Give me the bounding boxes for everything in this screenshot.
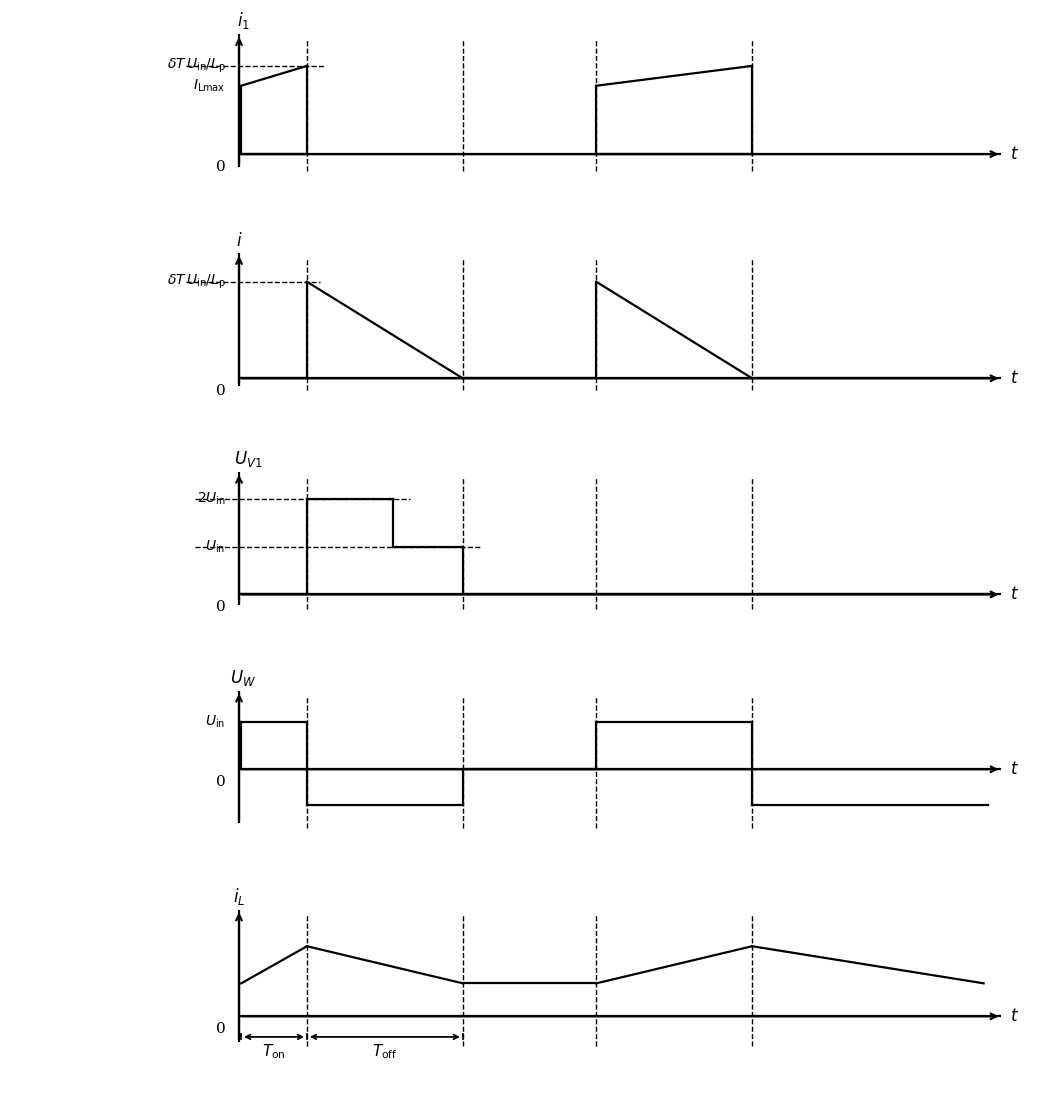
Text: $i_1$: $i_1$	[237, 10, 250, 32]
Text: $t$: $t$	[1010, 369, 1019, 387]
Text: $I_{\rm Lmax}$: $I_{\rm Lmax}$	[193, 78, 226, 94]
Text: $U_{V1}$: $U_{V1}$	[233, 449, 262, 469]
Text: $\delta T\,U_{\rm in}/L_{\rm p}$: $\delta T\,U_{\rm in}/L_{\rm p}$	[167, 272, 226, 291]
Text: $U_{\rm in}$: $U_{\rm in}$	[205, 539, 226, 555]
Text: $U_W$: $U_W$	[230, 668, 256, 687]
Text: $t$: $t$	[1010, 145, 1019, 163]
Text: $t$: $t$	[1010, 586, 1019, 603]
Text: $i$: $i$	[235, 232, 243, 250]
Text: 0: 0	[216, 600, 226, 614]
Text: $\delta T\,U_{\rm in}/L_{\rm p}$: $\delta T\,U_{\rm in}/L_{\rm p}$	[167, 57, 226, 75]
Text: $t$: $t$	[1010, 761, 1019, 778]
Text: $T_{\rm on}$: $T_{\rm on}$	[262, 1042, 286, 1061]
Text: 0: 0	[216, 775, 226, 789]
Text: 0: 0	[216, 1022, 226, 1036]
Text: $t$: $t$	[1010, 1008, 1019, 1025]
Text: $T_{\rm off}$: $T_{\rm off}$	[372, 1042, 397, 1061]
Text: 0: 0	[216, 384, 226, 398]
Text: $U_{\rm in}$: $U_{\rm in}$	[205, 714, 226, 730]
Text: $i_L$: $i_L$	[233, 885, 245, 907]
Text: $2U_{\rm in}$: $2U_{\rm in}$	[197, 491, 226, 507]
Text: 0: 0	[216, 160, 226, 174]
